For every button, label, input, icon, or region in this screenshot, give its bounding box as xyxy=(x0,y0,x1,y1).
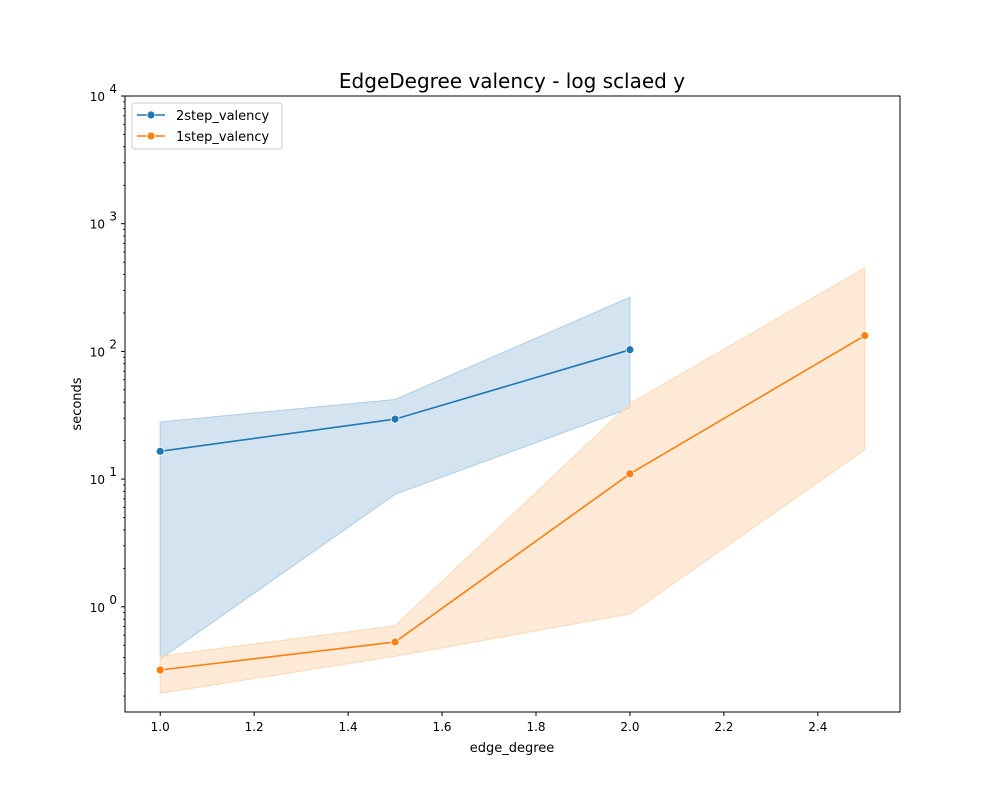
1step-valency-band xyxy=(159,267,866,694)
y-axis-ticks: 10 0 10 1 10 2 10 3 10 4 xyxy=(90,82,125,697)
legend-box xyxy=(131,102,283,150)
x-axis-ticks: 1.0 1.2 1.4 1.6 1.8 2.0 2.2 2.4 xyxy=(151,712,827,734)
2step-valency-point xyxy=(155,446,165,456)
y-tick-label: 10 xyxy=(90,601,105,615)
x-tick-label: 2.4 xyxy=(808,720,827,734)
1step-valency-line xyxy=(160,334,866,671)
y-tick-label: 10 xyxy=(90,473,105,487)
y-tick-exponent: 3 xyxy=(109,210,117,224)
x-tick-label: 1.6 xyxy=(432,720,451,734)
x-axis-label: edge_degree xyxy=(470,741,555,756)
chart-title: EdgeDegree valency - log sclaed y xyxy=(339,69,685,93)
1step-valency-point xyxy=(860,331,870,340)
y-tick-exponent: 1 xyxy=(109,465,117,479)
plot-area-frame xyxy=(124,95,901,713)
x-tick-label: 1.0 xyxy=(151,720,170,734)
legend: 2step_valency 1step_valency xyxy=(131,102,283,150)
x-tick-label: 1.8 xyxy=(526,720,545,734)
x-tick-label: 1.4 xyxy=(339,720,358,734)
1step-valency-point xyxy=(625,469,635,479)
y-tick-exponent: 0 xyxy=(109,593,117,607)
2step-valency-point xyxy=(625,345,635,355)
x-tick-label: 2.2 xyxy=(714,720,733,734)
x-tick-label: 1.2 xyxy=(245,720,264,734)
1step-valency-point xyxy=(155,665,165,675)
legend-label-1step-valency: 1step_valency xyxy=(176,130,270,145)
y-tick-exponent: 4 xyxy=(109,82,117,96)
x-tick-label: 2.0 xyxy=(620,720,639,734)
2step-valency-point xyxy=(390,414,400,424)
y-tick-label: 10 xyxy=(90,218,105,232)
y-tick-label: 10 xyxy=(90,90,105,104)
legend-marker-2step-valency xyxy=(146,110,156,120)
series-markers xyxy=(155,331,870,675)
y-tick-exponent: 2 xyxy=(109,337,117,351)
legend-marker-1step-valency xyxy=(146,131,156,141)
1step-valency-point xyxy=(390,637,400,647)
y-tick-label: 10 xyxy=(90,345,105,359)
legend-label-2step-valency: 2step_valency xyxy=(176,109,270,124)
confidence-bands xyxy=(159,267,866,694)
y-axis-label: seconds xyxy=(70,377,85,430)
